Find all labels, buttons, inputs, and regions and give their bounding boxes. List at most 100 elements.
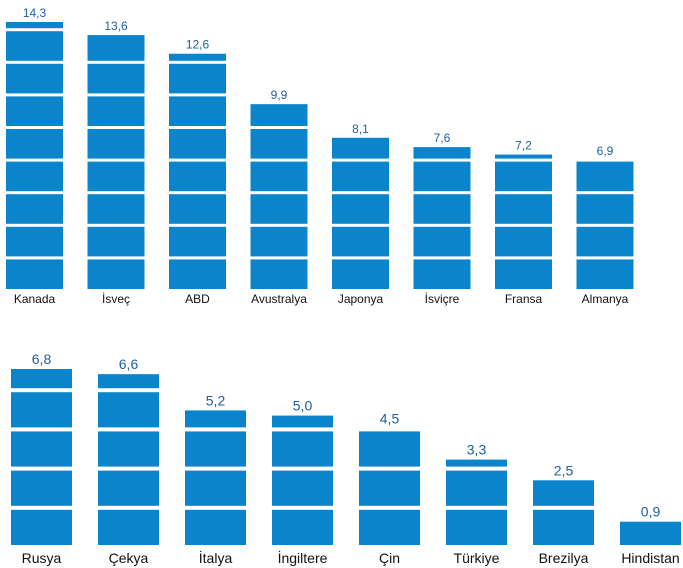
value-label: 0,9 [641,504,661,520]
bar-segment [98,470,159,506]
bar-segment [6,161,63,192]
bar-segment [98,392,159,428]
value-label: 5,0 [293,398,313,414]
bar-segment [185,431,246,467]
category-label: İngiltere [278,549,328,566]
category-label: İtalya [199,549,233,566]
category-label: Kanada [14,292,56,306]
bar-segment [332,194,389,224]
bar-segment [272,415,333,428]
bar [359,431,420,545]
bar-segment [87,194,145,224]
bar-segment [446,459,507,467]
bar-segment [533,509,594,545]
bar [169,53,226,289]
category-label: Çekya [109,550,149,566]
category-label: Türkiye [454,550,500,566]
bar-segment [332,137,389,159]
bar-segment [413,259,471,289]
bar-segment [250,161,308,192]
value-label: 5,2 [206,392,226,408]
bar-segment [87,161,145,192]
bar [533,480,594,545]
bar-segment [332,161,389,192]
bar-segment [6,31,63,61]
chart-panel-top: 14,3 Kanada 13,6 İsveç 12,6 ABD 9,9 Avustralya 8… [6,6,634,306]
bar-segment [11,470,72,506]
category-label: Rusya [22,550,62,566]
bar-segment [250,226,308,257]
value-label: 2,5 [554,462,574,478]
bar-segment [87,35,145,61]
bar-segment [169,53,226,61]
bar-segment [576,259,634,289]
bar-segment [185,509,246,545]
bar-segment [446,509,507,545]
bar-segment [169,129,226,159]
bar-segment [169,226,226,257]
bar [332,137,389,289]
chart-panel-bottom: 6,8 Rusya 6,6 Çekya 5,2 İtalya 5,0 İngiltere 4,5… [11,351,681,566]
category-label: Çin [379,550,400,566]
bar-segment [6,259,63,289]
bar-segment [413,194,471,224]
bar-segment [332,226,389,257]
bar-segment [185,410,246,428]
bar-segment [169,161,226,192]
bar-segment [495,259,552,289]
category-label: İsveç [102,292,130,306]
bar-segment [576,161,634,192]
value-label: 6,8 [32,351,52,367]
bar [495,154,552,289]
bar-segment [169,63,226,94]
bar-segment [272,509,333,545]
value-label: 6,6 [119,356,139,372]
bar-segment [332,259,389,289]
bar-segment [98,374,159,389]
bar [98,374,159,545]
bar-segment [413,226,471,257]
category-label: Avustralya [251,292,307,306]
bar-segment [11,369,72,389]
bar-segment [495,226,552,257]
category-label: Brezilya [539,550,589,566]
bar-segment [359,509,420,545]
bar-segment [495,194,552,224]
bar [87,35,145,289]
bar-segment [6,96,63,126]
bar [576,161,634,289]
bar-segment [98,509,159,545]
value-label: 7,2 [515,139,532,153]
value-label: 6,9 [597,144,614,158]
bar [11,369,72,545]
bar-segment [87,259,145,289]
value-label: 13,6 [104,19,128,33]
bar-segment [87,63,145,94]
bar-segment [98,431,159,467]
category-label: Hindistan [621,550,679,566]
bar-segment [359,470,420,506]
bar [250,104,308,289]
value-label: 3,3 [467,442,487,458]
bar-segment [250,104,308,126]
bar-segment [250,194,308,224]
bar-segment [169,194,226,224]
bar-segment [576,226,634,257]
bar-segment [6,129,63,159]
category-label: ABD [185,292,210,306]
category-label: Almanya [582,292,629,306]
bar-segment [495,161,552,192]
bar-segment [87,129,145,159]
bar-segment [6,22,63,29]
bar-segment [185,470,246,506]
bar [620,521,681,545]
category-label: Fransa [505,292,543,306]
bar-segment [413,161,471,192]
bar [6,22,63,289]
bar-segment [6,194,63,224]
value-label: 14,3 [23,6,47,20]
bar-segment [87,226,145,257]
bar-segment [11,431,72,467]
bar-segment [11,509,72,545]
